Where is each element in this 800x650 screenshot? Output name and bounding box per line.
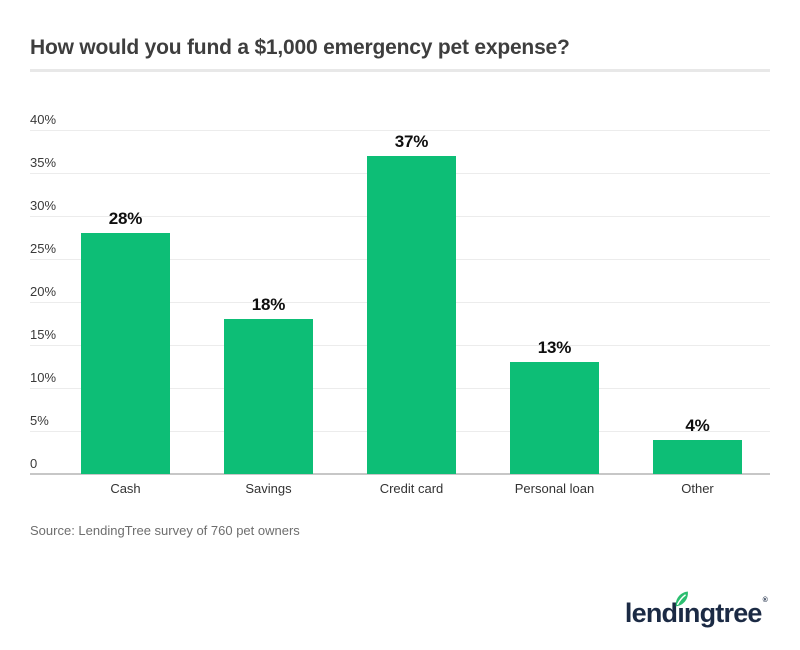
registered-mark: ® bbox=[762, 597, 768, 604]
logo-text-after: ngtree bbox=[683, 598, 763, 628]
y-tick-label: 35% bbox=[30, 155, 57, 170]
y-tick-label: 10% bbox=[30, 370, 57, 385]
leaf-icon bbox=[671, 581, 691, 607]
x-category-label: Credit card bbox=[379, 481, 444, 496]
y-tick-label: 20% bbox=[30, 284, 57, 299]
y-tick-label: 30% bbox=[30, 198, 57, 213]
x-category-label: Other bbox=[681, 481, 714, 496]
bar-personal-loan bbox=[510, 362, 599, 474]
y-tick-label: 5% bbox=[30, 413, 49, 428]
title-divider bbox=[30, 69, 770, 72]
value-label: 18% bbox=[251, 295, 286, 315]
x-category-label: Personal loan bbox=[514, 481, 595, 496]
y-tick-label: 25% bbox=[30, 241, 57, 256]
y-tick-label: 40% bbox=[30, 112, 57, 127]
value-label: 28% bbox=[108, 209, 143, 229]
logo-letter-i: ı bbox=[676, 591, 689, 630]
source-note: Source: LendingTree survey of 760 pet ow… bbox=[30, 523, 300, 538]
bar-cash bbox=[81, 233, 170, 474]
logo-text-before: lend bbox=[624, 598, 678, 628]
y-tick-label: 0 bbox=[30, 456, 38, 471]
x-axis-baseline bbox=[30, 473, 770, 475]
value-label: 37% bbox=[394, 131, 429, 151]
chart-title: How would you fund a $1,000 emergency pe… bbox=[30, 36, 570, 59]
bar-other bbox=[653, 439, 742, 474]
x-category-label: Cash bbox=[110, 481, 141, 496]
x-category-label: Savings bbox=[245, 481, 292, 496]
bar-credit-card bbox=[367, 155, 456, 474]
value-label: 13% bbox=[537, 338, 572, 358]
lendingtree-logo: lend ı ngtree ® bbox=[624, 591, 768, 630]
y-tick-label: 15% bbox=[30, 327, 57, 342]
logo-dotless-i: ı bbox=[677, 598, 684, 628]
bar-savings bbox=[224, 319, 313, 474]
gridline bbox=[30, 130, 770, 131]
value-label: 4% bbox=[685, 415, 710, 435]
